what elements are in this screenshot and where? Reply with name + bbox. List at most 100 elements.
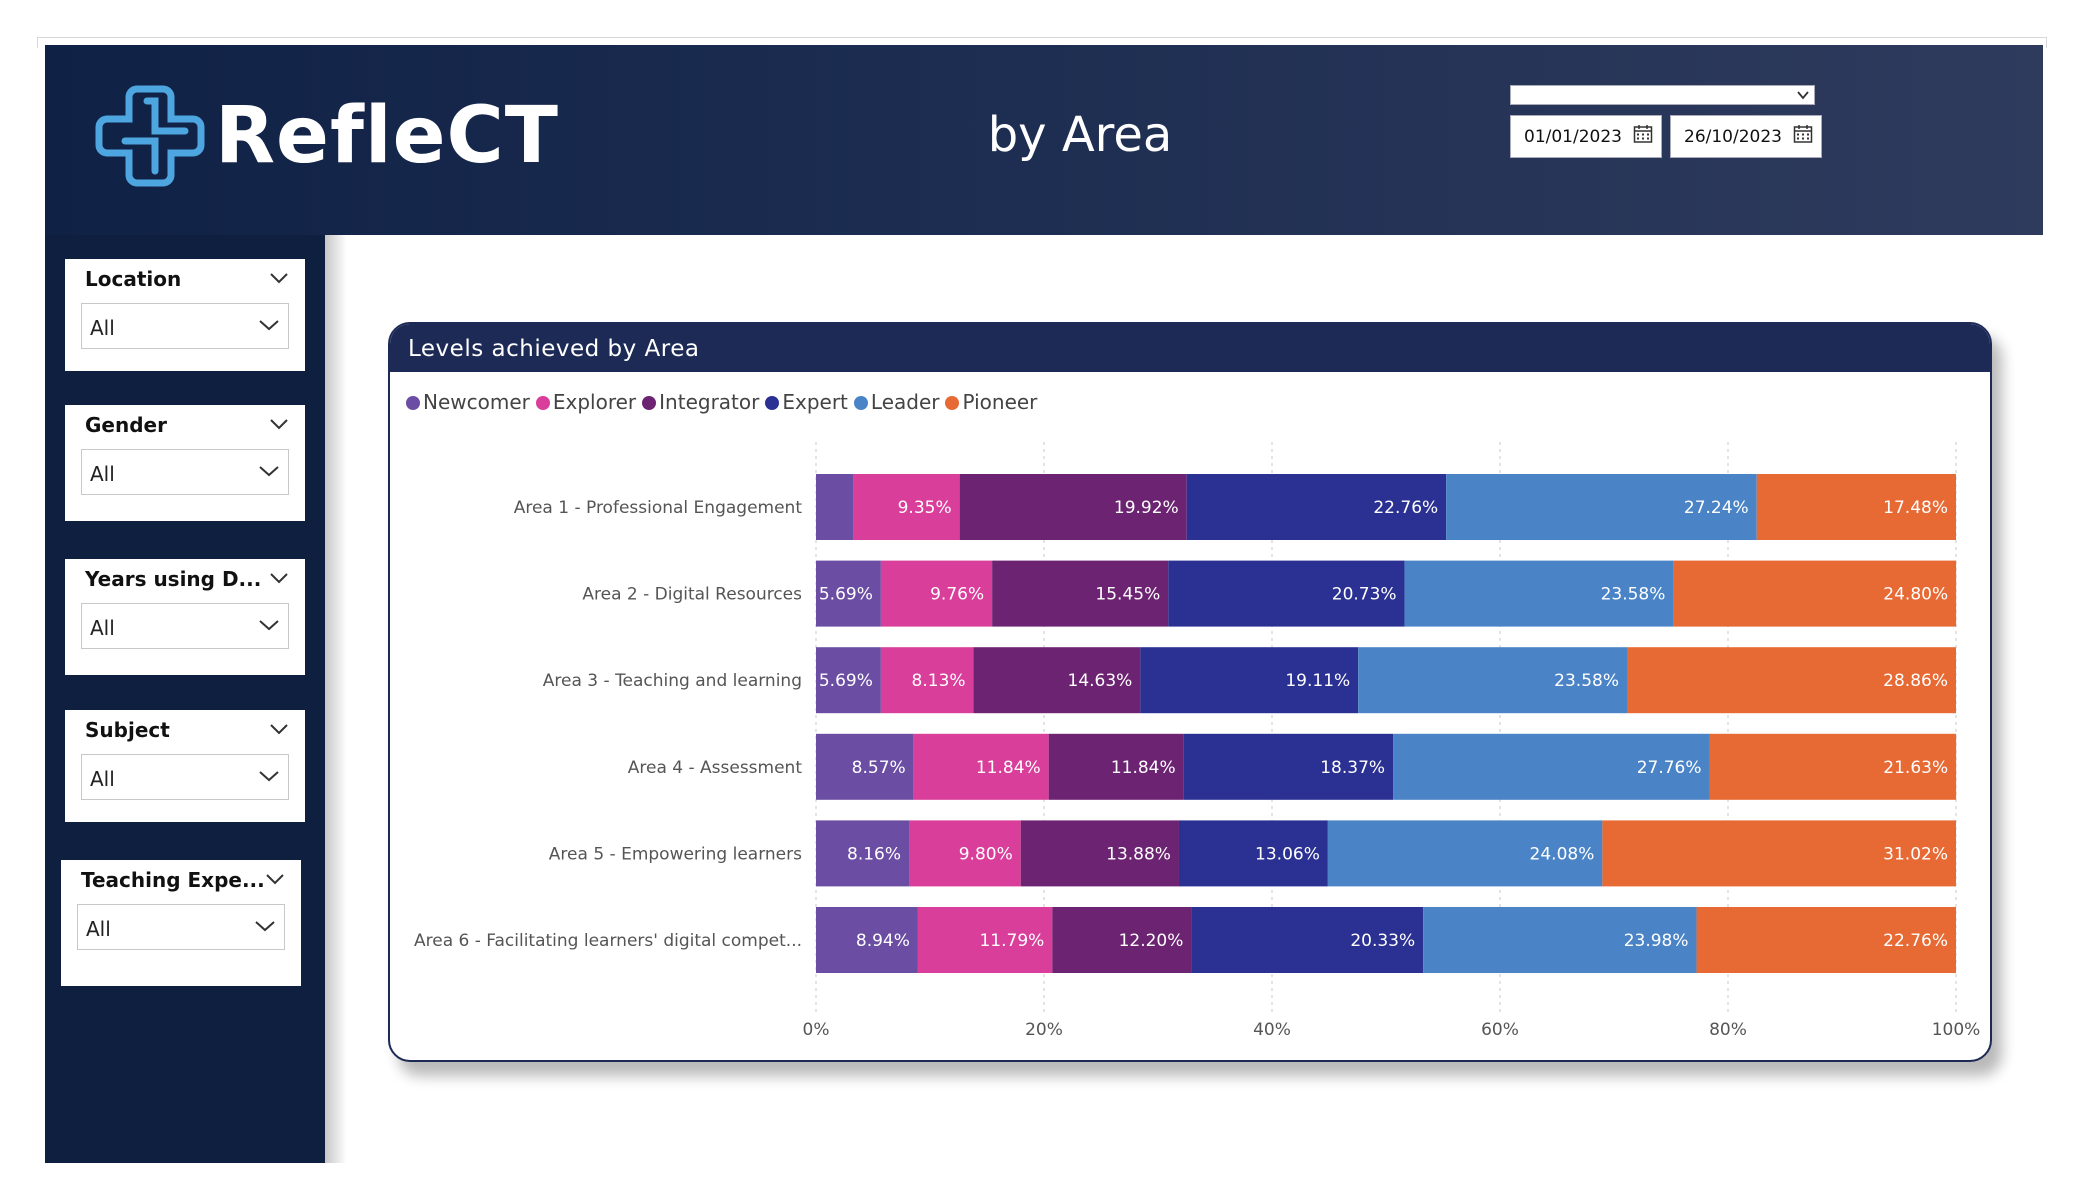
calendar-icon[interactable] bbox=[1633, 124, 1653, 144]
data-label: 5.69% bbox=[819, 585, 873, 605]
bar-segment-explorer[interactable] bbox=[917, 907, 1053, 973]
bar-segment-expert[interactable] bbox=[1183, 733, 1394, 800]
data-label: 12.20% bbox=[1119, 931, 1184, 951]
chevron-down-icon[interactable] bbox=[269, 417, 289, 431]
bar-segment-newcomer[interactable] bbox=[816, 474, 854, 540]
category-label: Area 3 - Teaching and learning bbox=[543, 671, 802, 691]
data-label: 31.02% bbox=[1883, 844, 1948, 864]
bar-segment-expert[interactable] bbox=[1191, 907, 1424, 973]
bar-segment-expert[interactable] bbox=[1186, 474, 1447, 540]
category-label: Area 5 - Empowering learners bbox=[549, 844, 802, 864]
subject-select[interactable]: All bbox=[81, 754, 289, 800]
legend-item[interactable]: Leader bbox=[853, 390, 939, 414]
data-label: 11.79% bbox=[979, 931, 1044, 951]
bar-segment-newcomer[interactable] bbox=[816, 907, 918, 973]
data-label: 27.76% bbox=[1637, 758, 1702, 778]
bar-segment-pioneer[interactable] bbox=[1709, 733, 1957, 800]
bar-segment-newcomer[interactable] bbox=[816, 647, 881, 714]
bar-segment-integrator[interactable] bbox=[1052, 907, 1192, 973]
bar-segment-pioneer[interactable] bbox=[1696, 907, 1956, 973]
bar-segment-pioneer[interactable] bbox=[1626, 647, 1956, 714]
filter-value: All bbox=[90, 316, 115, 340]
filter-value: All bbox=[90, 767, 115, 791]
chevron-down-icon[interactable] bbox=[269, 571, 289, 585]
bar-segment-explorer[interactable] bbox=[909, 820, 1021, 887]
bar-segment-integrator[interactable] bbox=[1020, 820, 1179, 887]
bar-segment-expert[interactable] bbox=[1140, 647, 1359, 714]
data-label: 14.63% bbox=[1068, 671, 1133, 691]
bar-segment-expert[interactable] bbox=[1168, 560, 1405, 627]
category-label: Area 4 - Assessment bbox=[628, 758, 803, 778]
data-label: 11.84% bbox=[976, 758, 1041, 778]
bar-segment-newcomer[interactable] bbox=[816, 733, 914, 800]
legend-item[interactable]: Explorer bbox=[535, 390, 636, 414]
data-label: 9.80% bbox=[959, 844, 1013, 864]
bar-segment-pioneer[interactable] bbox=[1756, 474, 1956, 540]
chevron-down-icon[interactable] bbox=[269, 271, 289, 285]
x-tick-label: 40% bbox=[1253, 1020, 1291, 1040]
legend-swatch bbox=[853, 396, 868, 410]
data-label: 22.76% bbox=[1883, 931, 1948, 951]
start-date-input[interactable]: 01/01/2023 bbox=[1510, 115, 1662, 158]
chevron-down-icon bbox=[259, 771, 279, 782]
category-label: Area 6 - Facilitating learners' digital … bbox=[414, 931, 802, 951]
legend-label: Pioneer bbox=[962, 390, 1038, 414]
data-label: 8.57% bbox=[852, 758, 906, 778]
date-range-dropdown[interactable] bbox=[1510, 85, 1815, 105]
chevron-down-icon[interactable] bbox=[265, 872, 285, 886]
chart-legend: Newcomer Explorer Integrator Expert Leader Pi… bbox=[406, 390, 1043, 416]
filter-gender: Gender All bbox=[65, 405, 305, 521]
end-date-input[interactable]: 26/10/2023 bbox=[1670, 115, 1822, 158]
bar-segment-explorer[interactable] bbox=[880, 560, 993, 627]
bar-segment-integrator[interactable] bbox=[1048, 733, 1184, 800]
bar-segment-newcomer[interactable] bbox=[816, 560, 881, 627]
location-select[interactable]: All bbox=[81, 303, 289, 349]
bar-segment-pioneer[interactable] bbox=[1602, 820, 1956, 887]
data-label: 11.84% bbox=[1111, 758, 1176, 778]
page-frame bbox=[37, 37, 2047, 48]
bar-segment-explorer[interactable] bbox=[913, 733, 1049, 800]
x-tick-label: 60% bbox=[1481, 1020, 1519, 1040]
chevron-down-icon[interactable] bbox=[269, 722, 289, 736]
years-using-select[interactable]: All bbox=[81, 603, 289, 649]
bar-segment-expert[interactable] bbox=[1178, 820, 1328, 887]
data-label: 28.86% bbox=[1883, 671, 1948, 691]
bar-segment-integrator[interactable] bbox=[959, 474, 1187, 540]
bar-segment-pioneer[interactable] bbox=[1673, 560, 1957, 627]
chevron-down-icon bbox=[259, 620, 279, 631]
legend-item[interactable]: Pioneer bbox=[945, 390, 1037, 414]
bar-segment-leader[interactable] bbox=[1446, 474, 1757, 540]
data-label: 15.45% bbox=[1095, 585, 1160, 605]
legend-item[interactable]: Expert bbox=[765, 390, 848, 414]
legend-item[interactable]: Integrator bbox=[642, 390, 759, 414]
data-label: 19.11% bbox=[1285, 671, 1350, 691]
data-label: 9.35% bbox=[898, 498, 952, 518]
bar-segment-explorer[interactable] bbox=[880, 647, 974, 714]
filter-title: Teaching Expe... bbox=[81, 868, 265, 892]
data-label: 13.06% bbox=[1255, 844, 1320, 864]
end-date-value: 26/10/2023 bbox=[1684, 127, 1782, 147]
data-label: 21.63% bbox=[1883, 758, 1948, 778]
data-label: 19.92% bbox=[1114, 498, 1179, 518]
data-label: 9.76% bbox=[930, 585, 984, 605]
bar-segment-leader[interactable] bbox=[1404, 560, 1674, 627]
filter-sidebar: Location All Gender All Years using D...… bbox=[45, 235, 325, 1163]
bar-segment-leader[interactable] bbox=[1393, 733, 1710, 800]
filter-title: Location bbox=[85, 267, 182, 291]
bar-segment-leader[interactable] bbox=[1358, 647, 1627, 714]
chevron-down-icon bbox=[1797, 91, 1809, 100]
bar-segment-leader[interactable] bbox=[1327, 820, 1603, 887]
legend-item[interactable]: Newcomer bbox=[406, 390, 530, 414]
bar-segment-integrator[interactable] bbox=[973, 647, 1141, 714]
bar-segment-integrator[interactable] bbox=[992, 560, 1169, 627]
gender-select[interactable]: All bbox=[81, 449, 289, 495]
data-label: 24.80% bbox=[1883, 585, 1948, 605]
data-label: 23.98% bbox=[1624, 931, 1689, 951]
bar-segment-explorer[interactable] bbox=[853, 474, 960, 540]
calendar-icon[interactable] bbox=[1793, 124, 1813, 144]
bar-segment-leader[interactable] bbox=[1423, 907, 1697, 973]
bar-segment-newcomer[interactable] bbox=[816, 820, 910, 887]
levels-chart-card: Levels achieved by Area Newcomer Explorer… bbox=[388, 322, 1992, 1062]
teaching-experience-select[interactable]: All bbox=[77, 904, 285, 950]
filter-location: Location All bbox=[65, 259, 305, 371]
